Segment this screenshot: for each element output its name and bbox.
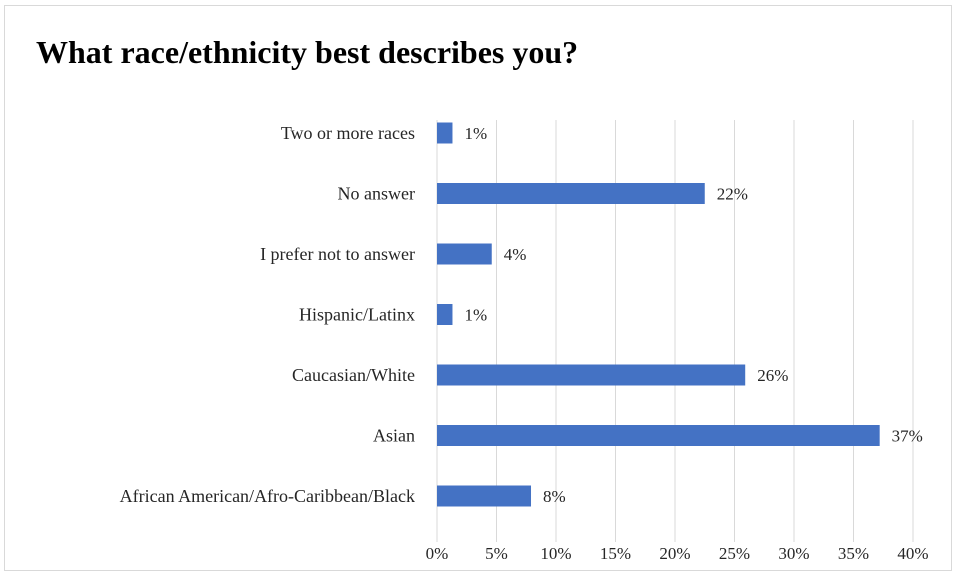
category-label: Hispanic/Latinx bbox=[299, 305, 415, 325]
bar bbox=[437, 485, 532, 507]
data-label: 37% bbox=[892, 427, 923, 446]
data-label: 4% bbox=[504, 245, 527, 264]
data-label: 8% bbox=[543, 487, 566, 506]
bar bbox=[437, 183, 705, 204]
bar bbox=[437, 122, 453, 144]
x-tick-label: 35% bbox=[838, 544, 869, 563]
x-tick-label: 5% bbox=[485, 544, 508, 563]
data-label: 26% bbox=[757, 366, 788, 385]
x-tick-label: 40% bbox=[897, 544, 928, 563]
category-label: Caucasian/White bbox=[292, 365, 415, 385]
x-tick-label: 15% bbox=[600, 544, 631, 563]
x-tick-label: 30% bbox=[778, 544, 809, 563]
x-tick-label: 0% bbox=[426, 544, 449, 563]
category-label: No answer bbox=[338, 184, 415, 204]
category-label: African American/Afro-Caribbean/Black bbox=[120, 486, 415, 506]
data-label: 1% bbox=[464, 306, 487, 325]
data-label: 1% bbox=[464, 124, 487, 143]
category-label: Asian bbox=[373, 426, 415, 446]
category-label: Two or more races bbox=[281, 123, 415, 143]
bar bbox=[437, 425, 880, 446]
x-tick-label: 25% bbox=[719, 544, 750, 563]
bar bbox=[437, 304, 453, 325]
bar bbox=[437, 364, 746, 386]
data-label: 22% bbox=[717, 185, 748, 204]
bar bbox=[437, 243, 492, 265]
category-label: I prefer not to answer bbox=[260, 244, 415, 264]
chart-title: What race/ethnicity best describes you? bbox=[36, 34, 579, 70]
x-tick-label: 10% bbox=[540, 544, 571, 563]
x-tick-label: 20% bbox=[659, 544, 690, 563]
